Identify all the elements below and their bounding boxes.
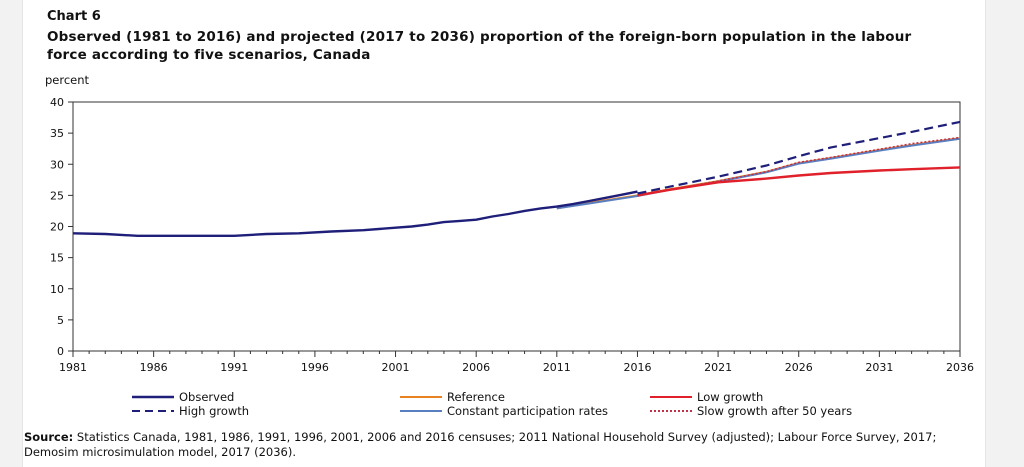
x-tick-label: 2011 <box>543 361 571 374</box>
plot-area <box>72 101 961 352</box>
x-tick-label: 1981 <box>59 361 87 374</box>
x-tick-label: 1991 <box>220 361 248 374</box>
legend-item-slow-growth: Slow growth after 50 years <box>650 403 852 418</box>
legend-label: High growth <box>179 403 250 418</box>
x-tick-label: 1996 <box>301 361 329 374</box>
y-tick-label: 40 <box>50 96 64 109</box>
y-tick-label: 15 <box>50 252 64 265</box>
legend-label: Slow growth after 50 years <box>697 403 853 418</box>
series-line-constant-participation-rates <box>556 137 961 210</box>
x-axis: 1981 1986 1991 1996 2001 2006 2011 2016 2021 2026… <box>59 351 974 374</box>
legend-swatch-constant-participation <box>400 409 442 412</box>
plot-frame <box>72 101 961 352</box>
series-line-low-growth <box>637 166 961 197</box>
legend-item-low-growth: Low growth <box>650 389 763 404</box>
legend-swatch-reference <box>400 395 442 398</box>
chart-number: Chart 6 <box>47 9 101 24</box>
x-tick-label: 2001 <box>382 361 410 374</box>
legend-item-observed: Observed <box>132 389 234 404</box>
x-tick-label: 2026 <box>785 361 813 374</box>
y-tick-label: 5 <box>57 314 64 327</box>
legend-item-reference: Reference <box>400 389 505 404</box>
legend: Observed High growth Reference Constant … <box>132 389 892 421</box>
legend-label: Reference <box>447 389 505 404</box>
y-tick-label: 0 <box>57 345 64 358</box>
legend-swatch-observed <box>132 395 174 398</box>
legend-item-constant-participation: Constant participation rates <box>400 403 608 418</box>
chart-card: Chart 6 Observed (1981 to 2016) and proj… <box>22 0 986 467</box>
y-axis-unit-label: percent <box>45 73 90 87</box>
y-tick-label: 30 <box>50 158 64 171</box>
source-label: Source: <box>24 430 74 444</box>
chart-title: Observed (1981 to 2016) and projected (2… <box>47 29 912 63</box>
x-tick-label: 2006 <box>462 361 490 374</box>
legend-label: Constant participation rates <box>447 403 609 418</box>
y-tick-label: 20 <box>50 221 64 234</box>
y-axis: 0 5 10 15 20 25 30 35 40 <box>50 96 73 358</box>
x-tick-label: 2016 <box>623 361 651 374</box>
legend-swatch-low-growth <box>650 395 692 398</box>
y-tick-label: 35 <box>50 127 64 140</box>
legend-label: Low growth <box>697 389 764 404</box>
series-line-high-growth <box>637 120 961 195</box>
legend-swatch-high-growth <box>132 409 174 412</box>
x-tick-label: 1986 <box>140 361 168 374</box>
source-note: Source: Statistics Canada, 1981, 1986, 1… <box>24 430 944 460</box>
line-chart: 0 5 10 15 20 25 30 35 40 1981 1986 1991 1996 2001 200… <box>50 96 974 374</box>
series-line-observed <box>72 190 638 237</box>
x-tick-label: 2036 <box>946 361 974 374</box>
y-tick-label: 25 <box>50 189 64 202</box>
series-layer <box>72 120 961 237</box>
legend-item-high-growth: High growth <box>132 403 249 418</box>
y-tick-label: 10 <box>50 283 64 296</box>
legend-swatch-slow-growth <box>650 409 692 412</box>
x-tick-label: 2031 <box>865 361 893 374</box>
legend-label: Observed <box>179 389 235 404</box>
source-text: Statistics Canada, 1981, 1986, 1991, 199… <box>24 430 937 459</box>
x-tick-label: 2021 <box>704 361 732 374</box>
